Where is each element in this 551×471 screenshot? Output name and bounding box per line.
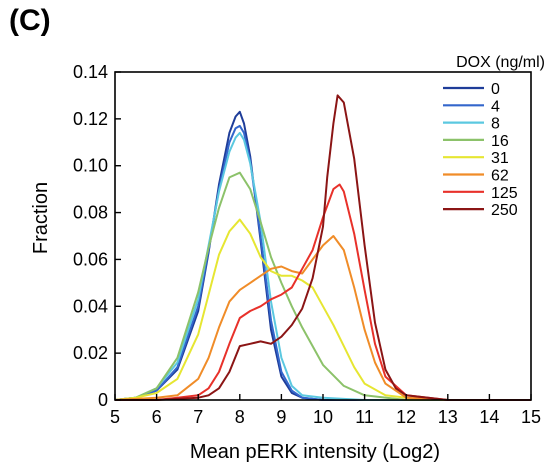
legend-label-4: 4 [491,98,500,115]
x-tick-label: 12 [396,407,416,427]
x-tick-label: 14 [479,407,499,427]
y-tick-label: 0.14 [73,62,108,82]
x-tick-label: 11 [355,407,374,427]
x-axis-ticks: 5 6 7 8 9 10 11 12 13 14 15 [110,394,541,427]
plot-frame [114,71,532,401]
y-tick-label: 0.08 [73,203,108,223]
x-tick-label: 7 [193,407,203,427]
x-tick-label: 6 [152,407,162,427]
y-tick-label: 0.12 [73,109,108,129]
legend-label-250: 250 [491,202,518,219]
series-line-62 [114,235,531,401]
legend-label-8: 8 [491,116,500,133]
y-tick-label: 0 [98,390,108,410]
series-line-16 [114,171,531,401]
legend-label-62: 62 [491,168,509,185]
y-axis-ticks: 0 0.02 0.04 0.06 0.08 0.10 0.12 0.14 [73,62,121,410]
x-tick-label: 9 [276,407,286,427]
x-tick-label: 13 [438,407,458,427]
plot-lines [114,94,531,401]
x-tick-label: 10 [313,407,333,427]
y-tick-label: 0.06 [73,249,108,269]
panel-label: (C) [9,4,51,37]
series-line-31 [114,218,531,401]
x-tick-label: 8 [235,407,245,427]
x-tick-label: 15 [521,407,541,427]
legend-label-31: 31 [491,150,509,167]
legend-label-125: 125 [491,185,518,202]
series-line-250 [115,94,531,401]
legend-title: DOX (ng/ml) [456,54,545,71]
x-tick-label: 5 [110,407,120,427]
legend-label-0: 0 [491,81,500,98]
y-tick-label: 0.10 [73,156,108,176]
series-line-8 [114,131,531,401]
x-axis-label: Mean pERK intensity (Log2) [190,441,440,463]
legend-label-16: 16 [491,133,509,150]
y-tick-label: 0.02 [73,343,108,363]
series-line-125 [115,183,531,401]
y-tick-label: 0.04 [73,296,108,316]
y-axis-label: Fraction [30,182,52,254]
